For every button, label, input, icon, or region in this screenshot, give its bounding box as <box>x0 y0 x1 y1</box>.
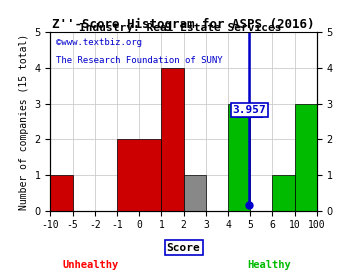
Bar <box>273 175 294 211</box>
Title: Z''-Score Histogram for ASPS (2016): Z''-Score Histogram for ASPS (2016) <box>52 18 315 31</box>
Text: The Research Foundation of SUNY: The Research Foundation of SUNY <box>56 56 222 65</box>
Text: Industry: Real Estate Services: Industry: Real Estate Services <box>79 23 281 33</box>
Text: Healthy: Healthy <box>247 261 291 270</box>
Y-axis label: Number of companies (15 total): Number of companies (15 total) <box>19 33 29 210</box>
Text: ©www.textbiz.org: ©www.textbiz.org <box>56 38 142 47</box>
Bar <box>184 175 206 211</box>
Bar <box>161 68 184 211</box>
Bar <box>294 104 317 211</box>
Bar <box>228 104 250 211</box>
Bar <box>117 139 161 211</box>
Bar <box>50 175 73 211</box>
Text: Score: Score <box>167 243 201 253</box>
Text: 3.957: 3.957 <box>232 105 266 115</box>
Text: Unhealthy: Unhealthy <box>62 261 118 270</box>
